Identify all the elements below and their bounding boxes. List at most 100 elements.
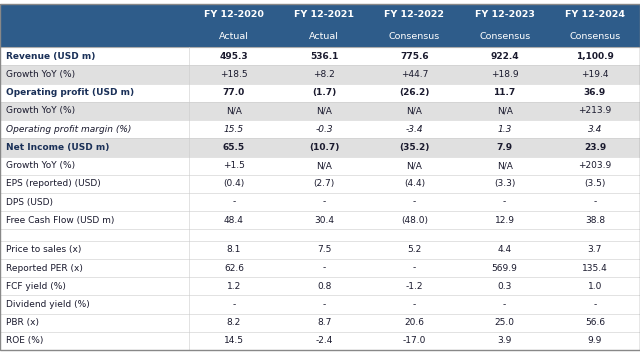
Text: -: - [413,198,416,206]
Bar [0,4,640,25]
Bar [0,241,640,259]
Text: 12.9: 12.9 [495,216,515,225]
Text: 3.9: 3.9 [497,336,512,346]
Bar [0,277,640,295]
Text: 922.4: 922.4 [490,52,519,61]
Text: 15.5: 15.5 [224,125,244,134]
Text: 0.3: 0.3 [497,282,512,291]
Text: Consensus: Consensus [479,32,531,41]
Text: 3.7: 3.7 [588,245,602,254]
Text: 36.9: 36.9 [584,88,606,97]
Text: (1.7): (1.7) [312,88,336,97]
Text: -1.2: -1.2 [406,282,423,291]
Text: FY 12-2023: FY 12-2023 [475,10,534,19]
Text: 1.0: 1.0 [588,282,602,291]
Text: Dividend yield (%): Dividend yield (%) [6,300,90,309]
Text: 23.9: 23.9 [584,143,606,152]
Text: PBR (x): PBR (x) [6,318,39,327]
Text: +44.7: +44.7 [401,70,428,79]
Text: Growth YoY (%): Growth YoY (%) [6,161,75,170]
Bar [0,102,640,120]
Text: (3.3): (3.3) [494,179,515,188]
Text: N/A: N/A [497,161,513,170]
Text: 25.0: 25.0 [495,318,515,327]
Text: N/A: N/A [497,107,513,115]
Text: -: - [503,300,506,309]
Text: +19.4: +19.4 [581,70,609,79]
Text: (3.5): (3.5) [584,179,605,188]
Text: FY 12-2021: FY 12-2021 [294,10,354,19]
Text: ROE (%): ROE (%) [6,336,44,346]
Text: 9.9: 9.9 [588,336,602,346]
Text: N/A: N/A [316,161,332,170]
Text: 7.5: 7.5 [317,245,332,254]
Text: +8.2: +8.2 [314,70,335,79]
Text: Growth YoY (%): Growth YoY (%) [6,107,75,115]
Text: (2.7): (2.7) [314,179,335,188]
Text: -17.0: -17.0 [403,336,426,346]
Text: FY 12-2024: FY 12-2024 [565,10,625,19]
Text: 5.2: 5.2 [407,245,422,254]
Text: 77.0: 77.0 [223,88,245,97]
Text: FY 12-2022: FY 12-2022 [385,10,444,19]
Text: +1.5: +1.5 [223,161,245,170]
Bar [0,193,640,211]
Text: +203.9: +203.9 [579,161,611,170]
Text: (48.0): (48.0) [401,216,428,225]
Bar [0,259,640,277]
Text: 65.5: 65.5 [223,143,245,152]
Text: -0.3: -0.3 [316,125,333,134]
Text: (26.2): (26.2) [399,88,429,97]
Bar [0,156,640,175]
Text: 48.4: 48.4 [224,216,244,225]
Text: Operating profit margin (%): Operating profit margin (%) [6,125,131,134]
Text: Net Income (USD m): Net Income (USD m) [6,143,109,152]
Text: 62.6: 62.6 [224,263,244,273]
Bar [0,138,640,156]
Bar [0,332,640,350]
Text: 536.1: 536.1 [310,52,339,61]
Text: -: - [323,263,326,273]
Text: (0.4): (0.4) [223,179,244,188]
Bar [0,314,640,332]
Text: -: - [593,300,596,309]
Text: 11.7: 11.7 [493,88,516,97]
Text: 495.3: 495.3 [220,52,248,61]
Text: 1,100.9: 1,100.9 [576,52,614,61]
Text: Consensus: Consensus [569,32,621,41]
Text: 30.4: 30.4 [314,216,334,225]
Text: 7.9: 7.9 [497,143,513,152]
Text: -: - [503,198,506,206]
Text: -: - [593,198,596,206]
Bar [0,84,640,102]
Text: -: - [413,300,416,309]
Text: N/A: N/A [406,107,422,115]
Text: 0.8: 0.8 [317,282,332,291]
Text: Price to sales (x): Price to sales (x) [6,245,81,254]
Text: 8.2: 8.2 [227,318,241,327]
Text: Actual: Actual [309,32,339,41]
Text: -: - [323,300,326,309]
Bar [0,211,640,229]
Text: 14.5: 14.5 [224,336,244,346]
Text: 4.4: 4.4 [497,245,512,254]
Text: N/A: N/A [316,107,332,115]
Text: Consensus: Consensus [388,32,440,41]
Text: (4.4): (4.4) [404,179,425,188]
Text: -: - [323,198,326,206]
Text: 8.1: 8.1 [227,245,241,254]
Text: 56.6: 56.6 [585,318,605,327]
Text: +18.9: +18.9 [491,70,518,79]
Text: (35.2): (35.2) [399,143,429,152]
Text: Actual: Actual [219,32,249,41]
Text: -2.4: -2.4 [316,336,333,346]
Text: 1.2: 1.2 [227,282,241,291]
Text: Revenue (USD m): Revenue (USD m) [6,52,95,61]
Text: Reported PER (x): Reported PER (x) [6,263,83,273]
Text: -: - [232,300,236,309]
Text: +18.5: +18.5 [220,70,248,79]
Text: 135.4: 135.4 [582,263,608,273]
Bar [0,47,640,65]
Text: 38.8: 38.8 [585,216,605,225]
Bar [0,175,640,193]
